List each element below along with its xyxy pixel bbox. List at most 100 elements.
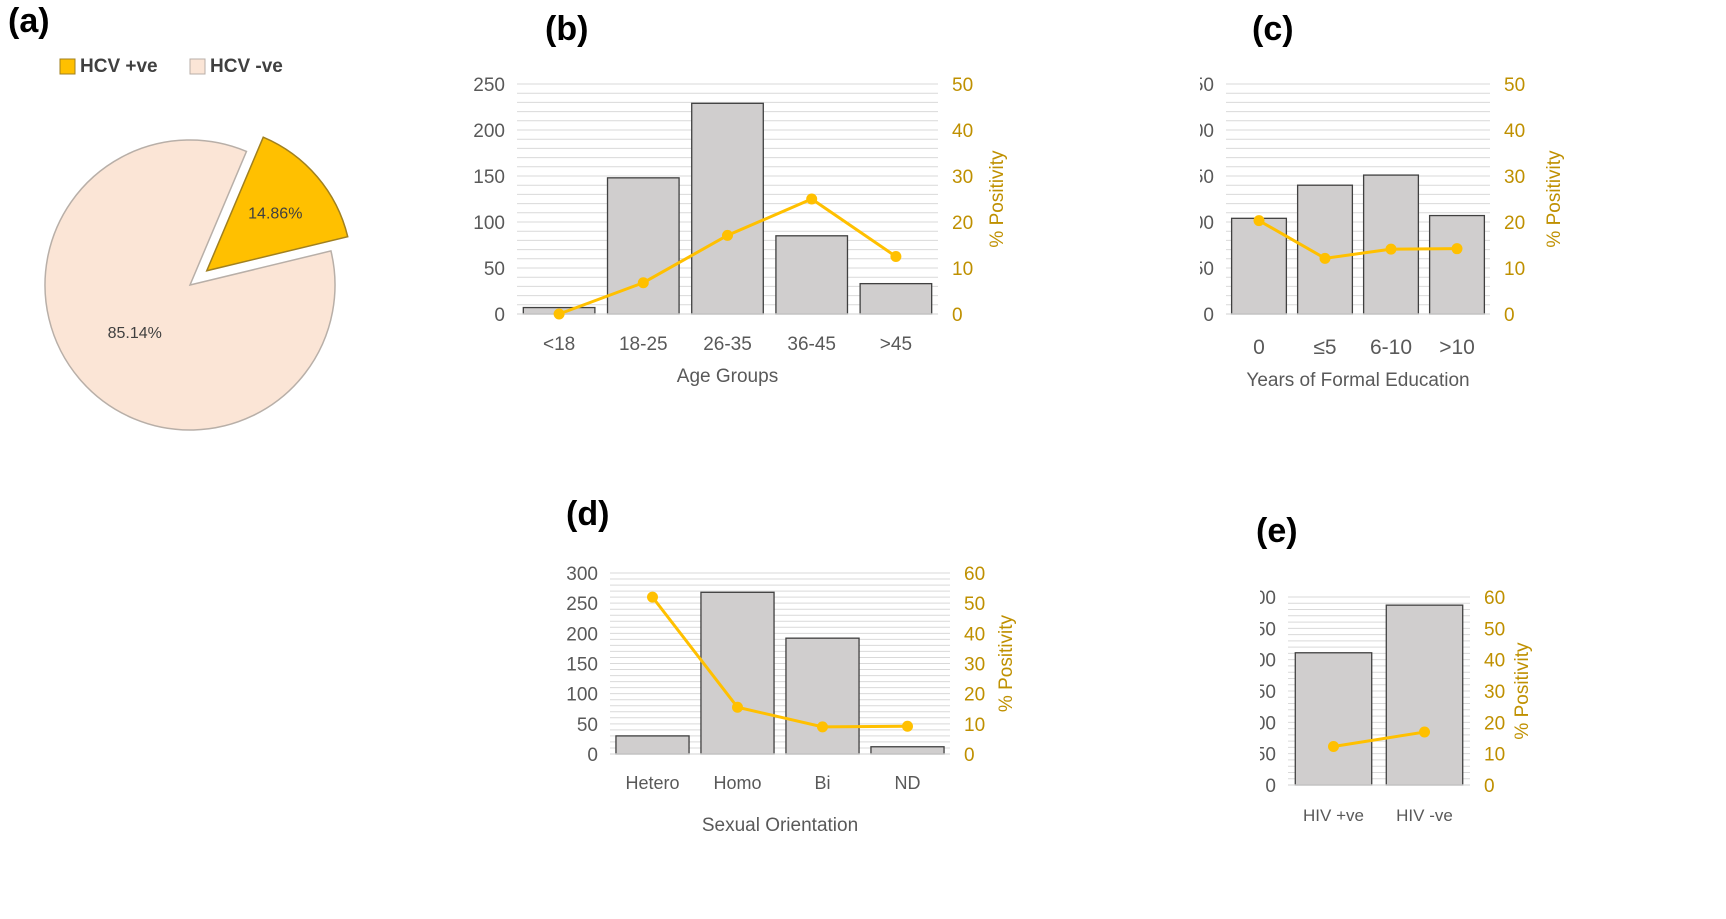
positivity-point (1328, 740, 1339, 752)
positivity-point (902, 720, 913, 732)
pie-chart-hcv: HCV +ve HCV -ve 14.86% 85.14% (44, 56, 349, 431)
y2-axis-label: % Positivity (1512, 642, 1533, 740)
category-label: Hetero (625, 773, 679, 793)
y2-tick-label: 40 (1504, 121, 1525, 142)
y2-tick-label: 10 (964, 715, 985, 736)
y-tick-label: 200 (1260, 651, 1276, 672)
pie-label-0: 14.86% (248, 206, 302, 223)
y-tick-label: 200 (1200, 121, 1214, 142)
y-tick-label: 50 (577, 715, 598, 736)
y-tick-label: 150 (473, 167, 505, 188)
bar (870, 746, 945, 755)
category-label: >45 (880, 334, 912, 355)
positivity-point (806, 193, 818, 205)
y2-tick-label: 0 (964, 745, 975, 766)
y2-tick-label: 60 (1484, 588, 1505, 609)
y2-tick-label: 60 (964, 564, 985, 585)
y2-tick-label: 20 (1484, 713, 1505, 734)
y2-tick-label: 50 (1484, 619, 1505, 640)
y-tick-label: 100 (566, 685, 598, 706)
category-label: 26-35 (703, 334, 752, 355)
legend-swatch-1 (189, 58, 206, 75)
y2-tick-label: 10 (1484, 745, 1505, 766)
positivity-point (1253, 215, 1265, 227)
category-label: Bi (814, 773, 830, 793)
positivity-point (1319, 252, 1331, 264)
panel-label-a: (a) (8, 2, 50, 40)
positivity-line (651, 596, 908, 729)
positivity-point (722, 229, 733, 241)
y2-tick-label: 10 (1504, 259, 1525, 280)
y-tick-label: 250 (1200, 75, 1214, 96)
y2-tick-label: 50 (1504, 75, 1525, 96)
y-tick-label: 0 (1265, 776, 1276, 797)
y2-axis-label: % Positivity (996, 614, 1017, 712)
y2-tick-label: 10 (952, 259, 973, 280)
pie-slice-1 (44, 139, 336, 431)
y-tick-label: 200 (473, 121, 505, 142)
category-label: 6-10 (1370, 336, 1412, 359)
positivity-point (890, 251, 902, 262)
bar-chart-sexual-orientation: 0501001502002503000102030405060Total Num… (566, 564, 1017, 836)
bar (1296, 184, 1354, 315)
y-tick-label: 300 (1260, 588, 1276, 609)
panel-label-b: (b) (545, 10, 589, 48)
positivity-point (647, 591, 658, 603)
positivity-point (817, 721, 828, 733)
y2-tick-label: 30 (952, 167, 973, 188)
y2-tick-label: 50 (952, 75, 973, 96)
bar (700, 591, 775, 755)
positivity-point (553, 308, 565, 320)
pie-label-1: 85.14% (108, 325, 162, 342)
legend-swatch-0 (59, 58, 76, 75)
bar (615, 735, 690, 755)
category-label: ≤5 (1313, 336, 1336, 359)
y2-axis-label: % Positivity (1544, 150, 1565, 248)
y2-tick-label: 20 (964, 685, 985, 706)
bar (1294, 652, 1373, 786)
y-tick-label: 0 (1203, 305, 1214, 326)
bar (1428, 214, 1486, 315)
y2-tick-label: 30 (964, 655, 985, 676)
category-label: HIV +ve (1303, 806, 1364, 825)
bar (775, 235, 849, 315)
y2-tick-label: 20 (952, 213, 973, 234)
y-tick-label: 150 (1260, 682, 1276, 703)
y-tick-label: 250 (473, 75, 505, 96)
y-tick-label: 250 (1260, 619, 1276, 640)
bar (1385, 604, 1464, 786)
x-axis-label: Years of Formal Education (1246, 370, 1469, 391)
y-tick-label: 0 (587, 745, 598, 766)
x-axis-label: Age Groups (677, 366, 778, 387)
y-tick-label: 300 (566, 564, 598, 585)
bar (859, 282, 933, 315)
y2-tick-label: 20 (1504, 213, 1525, 234)
y2-tick-label: 30 (1504, 167, 1525, 188)
y2-axis-label: % Positivity (987, 150, 1008, 248)
y-tick-label: 50 (484, 259, 505, 280)
y-tick-label: 100 (473, 213, 505, 234)
y-tick-label: 50 (1200, 259, 1214, 280)
y-tick-label: 250 (566, 594, 598, 615)
category-label: 36-45 (787, 334, 836, 355)
positivity-line (1258, 219, 1458, 260)
y2-tick-label: 30 (1484, 682, 1505, 703)
panel-label-d: (d) (566, 495, 610, 533)
y2-tick-label: 0 (952, 305, 963, 326)
category-label: <18 (543, 334, 575, 355)
category-label: Homo (713, 773, 761, 793)
positivity-point (1385, 243, 1397, 255)
y2-tick-label: 0 (1484, 776, 1495, 797)
y-tick-label: 150 (1200, 167, 1214, 188)
legend-label-1: HCV -ve (210, 56, 283, 77)
bar-chart-hiv-status: 0501001502002503000102030405060Total Num… (1260, 588, 1533, 825)
y-tick-label: 100 (1200, 213, 1214, 234)
positivity-point (732, 701, 743, 713)
y2-tick-label: 0 (1504, 305, 1515, 326)
bar (691, 102, 764, 315)
bar (785, 637, 860, 755)
y2-tick-label: 40 (964, 624, 985, 645)
y2-tick-label: 40 (952, 121, 973, 142)
x-axis-label: Sexual Orientation (702, 815, 858, 836)
y2-tick-label: 40 (1484, 651, 1505, 672)
